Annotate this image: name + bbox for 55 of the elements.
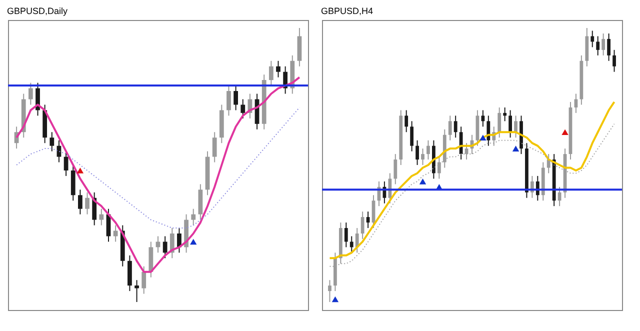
candlestick: [50, 132, 54, 152]
candlestick: [508, 110, 512, 138]
candlestick: [448, 115, 452, 141]
point: [332, 296, 339, 302]
candlestick: [177, 228, 182, 254]
candlestick: [240, 98, 246, 119]
candlestick: [212, 132, 217, 163]
candlestick: [607, 32, 610, 62]
candlestick: [388, 172, 392, 204]
candlestick: [162, 236, 168, 259]
candlestick: [28, 82, 33, 106]
candlestick: [226, 85, 231, 116]
point: [512, 146, 520, 152]
candlestick: [602, 32, 606, 56]
candlestick: [156, 236, 160, 254]
candlestick: [344, 222, 348, 248]
point: [480, 134, 486, 141]
candlestick: [328, 280, 332, 302]
candlestick: [514, 115, 518, 138]
candlestick: [268, 60, 274, 86]
candlestick: [234, 85, 238, 111]
candlestick: [503, 106, 507, 122]
chart-title: GBPUSD,H4: [321, 6, 374, 16]
candlestick: [134, 280, 139, 302]
candlestick: [394, 154, 398, 185]
candlestick: [426, 140, 430, 160]
candlestick: [454, 115, 458, 138]
candlestick: [99, 208, 104, 226]
candlestick: [481, 110, 485, 128]
candlestick: [498, 106, 502, 138]
candlestick: [113, 224, 118, 242]
candlestick: [142, 266, 146, 294]
candlestick: [410, 120, 414, 152]
candlestick: [459, 126, 463, 160]
candlestick: [590, 30, 594, 48]
candlestick: [437, 156, 441, 180]
candlestick: [404, 110, 408, 133]
candlestick: [486, 115, 490, 146]
point: [562, 129, 568, 136]
candlestick: [421, 148, 424, 166]
point: [419, 178, 426, 184]
candlestick: [78, 189, 82, 215]
candlestick: [64, 150, 68, 176]
chart-title: GBPUSD,Daily: [7, 6, 68, 16]
candlestick: [596, 36, 600, 56]
candlestick: [612, 49, 616, 72]
candlestick: [350, 236, 354, 254]
candlestick: [276, 60, 280, 78]
candlestick: [574, 93, 578, 114]
candlestick: [85, 192, 90, 215]
candlestick: [191, 208, 196, 226]
candlestick: [355, 228, 359, 254]
candlestick: [416, 140, 419, 166]
candlestick: [92, 192, 97, 226]
candlestick: [360, 211, 364, 240]
